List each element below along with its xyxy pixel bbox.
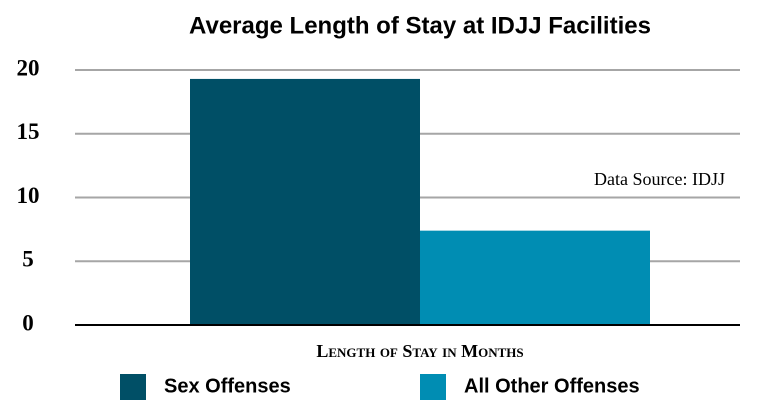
legend-swatch [120, 374, 146, 400]
x-axis-label: Length of Stay in Months [316, 341, 523, 361]
y-tick-label: 10 [17, 183, 40, 208]
bar [420, 230, 650, 325]
annotation: Data Source: IDJJ [594, 169, 725, 189]
y-tick-label: 15 [17, 119, 40, 144]
legend-label: Sex Offenses [164, 375, 291, 397]
chart-title: Average Length of Stay at IDJJ Facilitie… [189, 12, 651, 39]
y-tick-label: 20 [17, 55, 40, 80]
legend-label: All Other Offenses [464, 375, 640, 397]
y-tick-label: 5 [22, 247, 34, 272]
legend-swatch [420, 374, 446, 400]
bar [190, 78, 420, 325]
y-tick-label: 0 [22, 310, 34, 335]
